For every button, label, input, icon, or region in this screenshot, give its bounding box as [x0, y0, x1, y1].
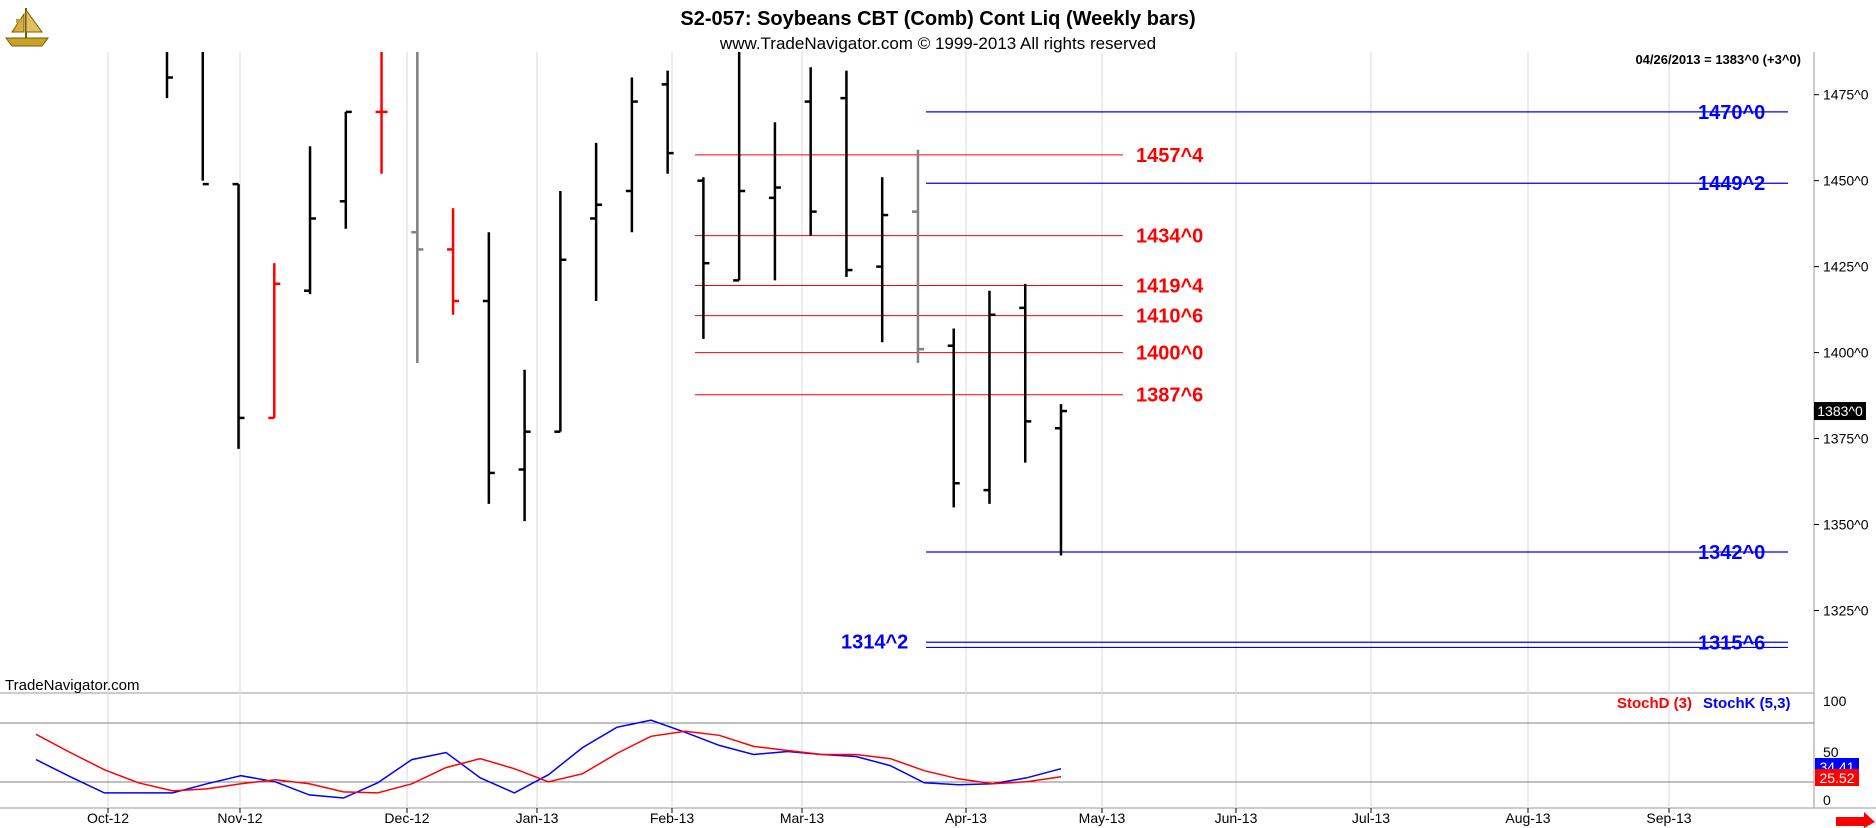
stochd-value-label: 25.52 [1819, 770, 1854, 786]
x-tick-label: Mar-13 [780, 810, 825, 826]
ohlc-bar [804, 67, 817, 236]
x-tick-label: Oct-12 [87, 810, 129, 826]
red-level-label: 1419^4 [1136, 276, 1204, 298]
osc-tick-label: 0 [1823, 792, 1831, 808]
x-tick-label: Dec-12 [384, 810, 429, 826]
ohlc-bar [983, 290, 996, 504]
x-tick-label: May-13 [1079, 810, 1126, 826]
ohlc-bar [768, 122, 781, 281]
red-level-label: 1457^4 [1136, 145, 1204, 167]
last-price-box [1814, 402, 1866, 421]
x-tick-label: Jan-13 [516, 810, 559, 826]
red-level-label: 1400^0 [1136, 343, 1203, 365]
stochk-line [35, 719, 1062, 799]
ohlc-bar [697, 177, 710, 339]
blue-level-label: 1315^6 [1698, 632, 1765, 654]
osc-tick-label: 100 [1823, 693, 1847, 709]
ohlc-bar [733, 52, 746, 282]
ohlc-bar [268, 263, 281, 420]
ohlc-bar [625, 77, 638, 233]
scroll-arrow-icon [1836, 812, 1875, 828]
x-tick-label: Apr-13 [945, 810, 987, 826]
x-tick-label: Jul-13 [1352, 810, 1390, 826]
levels-layer: 1470^0 1449^2 1342^0 1315^6 1314^2 1457^4 1434… [695, 102, 1788, 654]
price-tick-label: 1375^0 [1823, 431, 1869, 447]
ohlc-bar [482, 232, 495, 504]
stochd-line [35, 730, 1062, 794]
ohlc-bar [232, 182, 245, 449]
legend-stochk: StochK (5,3) [1703, 695, 1791, 712]
ohlc-bar [165, 52, 173, 99]
x-tick-label: Sep-13 [1646, 810, 1691, 826]
ohlc-bar [201, 52, 209, 186]
x-tick-label: Feb-13 [650, 810, 695, 826]
red-level-label: 1434^0 [1136, 226, 1203, 248]
price-axis: 1325^0 1350^0 1375^0 1400^0 1425^0 1450^0 1475… [1814, 87, 1869, 618]
ohlc-bar [876, 177, 889, 343]
ohlc-bars [165, 52, 1067, 556]
x-tick-label: Aug-13 [1505, 810, 1550, 826]
ohlc-bar [339, 110, 352, 229]
ohlc-bar [947, 328, 960, 508]
grid-layer [107, 52, 1670, 808]
ohlc-bar [518, 369, 531, 522]
ohlc-bar [1019, 283, 1032, 463]
chart-title: S2-057: Soybeans CBT (Comb) Cont Liq (We… [680, 8, 1195, 30]
ohlc-bar [447, 208, 460, 315]
ohlc-bar [840, 70, 853, 277]
blue-level-label: 1470^0 [1698, 102, 1765, 124]
watermark-text: TradeNavigator.com [5, 677, 140, 694]
last-price-label: 1383^0 [1817, 403, 1863, 419]
red-level-label: 1410^6 [1136, 306, 1203, 328]
price-tick-label: 1350^0 [1823, 517, 1869, 533]
ohlc-bar [554, 190, 567, 433]
x-tick-label: Jun-13 [1215, 810, 1258, 826]
blue-level-label: 1314^2 [841, 631, 908, 653]
trade-navigator-logo [2, 2, 52, 52]
osc-tick-label: 50 [1823, 744, 1839, 760]
ohlc-bar [375, 52, 388, 174]
stochd-value-box [1815, 769, 1859, 786]
red-level-label: 1387^6 [1136, 385, 1203, 407]
legend-stochd: StochD (3) [1617, 695, 1692, 712]
price-tick-label: 1400^0 [1823, 345, 1869, 361]
ohlc-bar [304, 146, 317, 295]
blue-level-label: 1342^0 [1698, 542, 1765, 564]
x-axis: Oct-12 Nov-12 Dec-12 Jan-13 Feb-13 Mar-13 Apr-… [87, 808, 1692, 826]
x-tick-label: Nov-12 [217, 810, 262, 826]
blue-level-label: 1449^2 [1698, 173, 1765, 195]
last-price-info: 04/26/2013 = 1383^0 (+3^0) [1635, 52, 1801, 67]
ohlc-bar [1055, 404, 1067, 556]
price-tick-label: 1425^0 [1823, 259, 1869, 275]
ohlc-bar [590, 142, 603, 302]
price-tick-label: 1475^0 [1823, 87, 1869, 103]
ohlc-bar [411, 52, 424, 363]
ohlc-bar [911, 149, 924, 363]
copyright-subtitle: www.TradeNavigator.com © 1999-2013 All r… [719, 34, 1156, 53]
price-tick-label: 1325^0 [1823, 602, 1869, 618]
price-tick-label: 1450^0 [1823, 173, 1869, 189]
ohlc-bar [661, 70, 674, 174]
